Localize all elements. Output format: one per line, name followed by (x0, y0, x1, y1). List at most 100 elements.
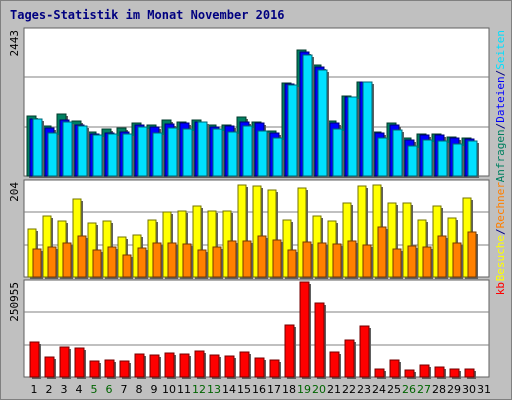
bar-kb-day-6 (104, 359, 115, 378)
legend-item: / (494, 70, 507, 77)
day-label-20: 20 (312, 383, 326, 396)
day-label-18: 18 (282, 383, 296, 396)
legend-item: Anfragen (494, 129, 507, 182)
bar-seiten-day-19 (302, 54, 313, 177)
bar-kb-day-20 (314, 302, 325, 378)
day-label-27: 27 (417, 383, 431, 396)
bar-seiten-day-23 (362, 81, 373, 177)
bar-rechner-day-22 (347, 240, 357, 278)
bar-kb-day-26 (404, 369, 415, 378)
bar-rechner-day-12 (197, 249, 207, 278)
legend-item: / (494, 123, 507, 130)
bar-seiten-day-7 (122, 133, 133, 177)
bar-rechner-day-4 (77, 235, 87, 278)
bar-seiten-day-25 (392, 129, 403, 177)
legend-hits-files-pages: Anfragen/Dateien/Seiten (494, 30, 507, 182)
day-label-6: 6 (106, 383, 113, 396)
bar-kb-day-18 (284, 324, 295, 378)
bar-seiten-day-13 (212, 128, 223, 177)
bar-kb-day-17 (269, 359, 280, 378)
bar-seiten-day-6 (107, 133, 118, 177)
bar-kb-day-14 (224, 355, 235, 378)
bar-kb-day-11 (179, 353, 190, 378)
day-label-31: 31 (477, 383, 491, 396)
bar-seiten-day-12 (197, 121, 208, 177)
bar-kb-day-29 (449, 368, 460, 378)
bar-seiten-day-9 (152, 132, 163, 177)
bar-seiten-day-30 (467, 140, 478, 177)
bar-seiten-day-29 (452, 143, 463, 177)
bar-rechner-day-15 (242, 240, 252, 278)
bar-rechner-day-2 (47, 246, 57, 278)
bar-seiten-day-20 (317, 69, 328, 177)
bar-rechner-day-30 (467, 231, 477, 278)
day-label-8: 8 (136, 383, 143, 396)
day-label-7: 7 (121, 383, 128, 396)
bar-besuche-day-17 (267, 189, 277, 278)
ymax-label: 204 (8, 182, 21, 202)
bar-kb-day-13 (209, 354, 220, 378)
bar-besuche-day-15 (237, 184, 247, 278)
bar-rechner-day-6 (107, 246, 117, 278)
bar-seiten-day-28 (437, 140, 448, 177)
day-label-10: 10 (162, 383, 176, 396)
panel-visits-sites: 204 Besuche/Rechner (8, 179, 507, 281)
legend-item: / (494, 228, 507, 235)
bar-kb-day-15 (239, 351, 250, 378)
day-label-22: 22 (342, 383, 356, 396)
bar-kb-day-2 (44, 356, 55, 378)
day-label-5: 5 (91, 383, 98, 396)
bar-seiten-day-2 (47, 132, 58, 177)
bar-seiten-day-24 (377, 137, 388, 177)
bar-kb-day-24 (374, 368, 385, 378)
chart-title: Tages-Statistik im Monat November 2016 (10, 8, 285, 22)
legend-item: Seiten (494, 30, 507, 70)
day-label-3: 3 (61, 383, 68, 396)
bar-rechner-day-10 (167, 242, 177, 278)
bar-besuche-day-19 (297, 187, 307, 278)
bar-besuche-day-22 (342, 202, 352, 278)
bar-rechner-day-3 (62, 242, 72, 278)
bar-kb-day-9 (149, 354, 160, 378)
chart-panels: 2443Anfragen/Dateien/Seiten204Besuche/Re… (8, 27, 507, 379)
day-label-19: 19 (297, 383, 311, 396)
day-label-21: 21 (327, 383, 341, 396)
bar-kb-day-27 (419, 364, 430, 378)
bar-rechner-day-20 (317, 242, 327, 278)
bar-seiten-day-1 (32, 118, 43, 177)
bar-seiten-day-11 (182, 128, 193, 177)
bar-besuche-day-13 (207, 210, 217, 278)
bar-kb-day-21 (329, 351, 340, 378)
bar-besuche-day-26 (402, 202, 412, 278)
legend-item: Dateien (494, 76, 507, 122)
day-label-12: 12 (192, 383, 206, 396)
bar-rechner-day-24 (377, 226, 387, 278)
bar-rechner-day-9 (152, 242, 162, 278)
bar-seiten-day-26 (407, 145, 418, 177)
bar-seiten-day-8 (137, 126, 148, 177)
bar-kb-day-25 (389, 359, 400, 378)
bar-rechner-day-27 (422, 246, 432, 278)
bar-rechner-day-13 (212, 246, 222, 278)
bar-rechner-day-23 (362, 244, 372, 278)
bar-seiten-day-10 (167, 127, 178, 177)
bar-seiten-day-16 (257, 130, 268, 177)
bar-rechner-day-28 (437, 235, 447, 278)
bar-kb-day-8 (134, 353, 145, 378)
bar-kb-day-5 (89, 360, 100, 378)
bar-seiten-day-22 (347, 96, 358, 177)
bar-seiten-day-5 (92, 134, 103, 177)
day-label-29: 29 (447, 383, 461, 396)
bar-rechner-day-26 (407, 245, 417, 278)
bar-kb-day-12 (194, 350, 205, 378)
bar-besuche-day-23 (357, 185, 367, 278)
bar-rechner-day-19 (302, 241, 312, 278)
bar-besuche-day-12 (192, 205, 202, 278)
legend-item: kb (494, 282, 507, 295)
bar-rechner-day-5 (92, 249, 102, 278)
bar-kb-day-7 (119, 360, 130, 378)
legend-item: Besuche (494, 235, 507, 281)
legend-kb: kb (494, 282, 507, 295)
